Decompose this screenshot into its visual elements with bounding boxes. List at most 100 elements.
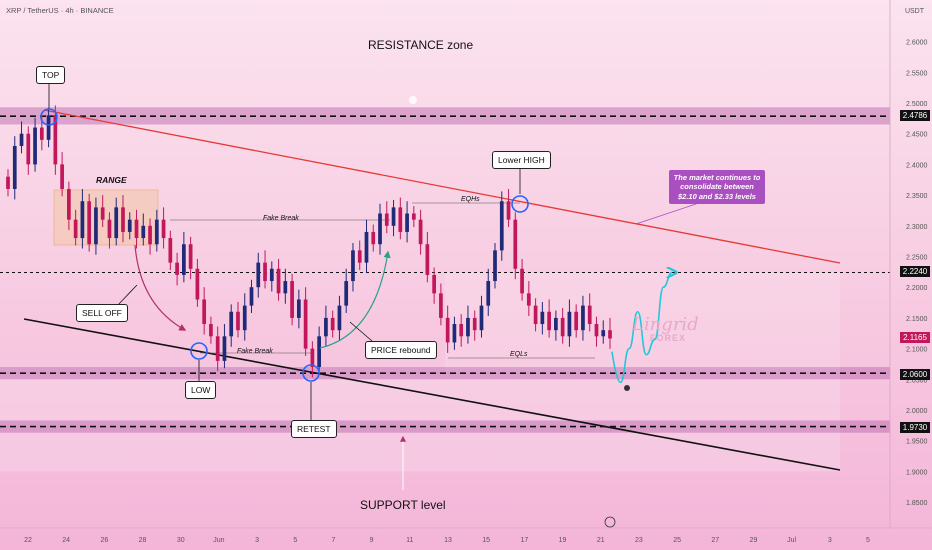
eye-marker — [624, 385, 630, 391]
lower-trendline — [23, 318, 841, 471]
candle-body — [283, 281, 288, 294]
y-tick-label: 2.5000 — [906, 101, 928, 108]
candle-body — [452, 324, 457, 343]
y-tick-label: 2.4500 — [906, 132, 928, 139]
candle-body — [263, 262, 267, 282]
candle-body — [121, 207, 125, 232]
candle-body — [486, 281, 491, 306]
candle-body — [148, 225, 152, 245]
candle-body — [87, 201, 92, 245]
candle-body — [391, 207, 396, 226]
y-tick-label: 2.2000 — [906, 285, 928, 292]
candle-body — [344, 281, 349, 306]
x-tick-label: 28 — [139, 537, 147, 544]
y-tick-label: 2.0000 — [906, 408, 928, 415]
x-tick-label: 26 — [100, 537, 108, 544]
brand-watermark: Lingrid FOREX — [632, 316, 699, 343]
candle-body — [310, 348, 315, 368]
eqls-label: EQLs — [510, 351, 528, 358]
candle-body — [479, 305, 484, 331]
y-tick-label: 2.3500 — [906, 193, 928, 200]
x-tick-label: 15 — [482, 537, 490, 544]
candle-body — [6, 176, 10, 189]
candle-body — [215, 336, 220, 361]
range-label: RANGE — [96, 175, 127, 185]
resistance-zone-label: RESISTANCE zone — [368, 38, 474, 52]
candle-body — [499, 201, 504, 251]
consolidation-info-box: The market continues to consolidate betw… — [669, 170, 765, 205]
candle-body — [296, 299, 301, 318]
resistance-marker — [409, 96, 417, 104]
candle-body — [547, 311, 551, 331]
candle-body — [154, 219, 159, 245]
candle-body — [540, 311, 545, 325]
candle-body — [513, 219, 518, 269]
x-tick-label: Jun — [213, 537, 224, 544]
candle-body — [317, 336, 322, 368]
x-tick-label: 17 — [520, 537, 528, 544]
low-callout: LOW — [185, 381, 217, 399]
candle-body — [168, 238, 173, 263]
candle-body — [107, 219, 112, 239]
candle-body — [567, 311, 572, 337]
candle-body — [303, 299, 308, 349]
candle-body — [364, 231, 369, 263]
candle-body — [195, 268, 200, 300]
fake-break-label-2: Fake Break — [237, 348, 273, 355]
eqhs-label: EQHs — [461, 196, 480, 203]
candle-body — [182, 244, 186, 275]
candle-body — [411, 213, 416, 220]
price-tag-20600: 2.0600 — [900, 369, 930, 380]
watermark-sub: FOREX — [650, 333, 687, 343]
candle-body — [19, 133, 24, 146]
candle-body — [39, 127, 44, 140]
candle-body — [330, 317, 335, 331]
candle-body — [80, 201, 85, 239]
upper-trendline — [43, 109, 841, 264]
price-tag-22240: 2.2240 — [900, 266, 930, 277]
candle-body — [432, 274, 436, 294]
candle-body — [520, 268, 524, 294]
rebound-arrow — [319, 250, 391, 349]
candle-body — [46, 115, 51, 140]
top-callout: TOP — [36, 66, 66, 84]
candle-body — [594, 324, 599, 337]
candle-body — [581, 305, 585, 331]
fake-break-label-1: Fake Break — [263, 215, 299, 222]
consolidation-box — [445, 272, 840, 374]
x-tick-label: 21 — [597, 537, 605, 544]
x-tick-label: 24 — [62, 537, 70, 544]
x-tick-label: 9 — [370, 537, 374, 544]
y-tick-label: 2.1000 — [906, 347, 928, 354]
candle-body — [337, 305, 342, 331]
candle-body — [493, 250, 497, 282]
x-tick-label: Jul — [787, 537, 796, 544]
x-tick-label: 29 — [750, 537, 758, 544]
candle-body — [587, 305, 592, 325]
price-tag-24786: 2.4786 — [900, 110, 930, 121]
watermark-name: Lingrid — [632, 314, 699, 335]
candle-body — [33, 127, 37, 165]
x-tick-label: 27 — [711, 537, 719, 544]
x-tick-label: 5 — [866, 537, 870, 544]
candle-body — [67, 188, 71, 220]
candle-body — [161, 219, 166, 239]
lower-high-callout: Lower HIGH — [492, 151, 551, 169]
candle-body — [236, 311, 240, 331]
candle-body — [378, 213, 382, 245]
candle-body — [127, 219, 132, 232]
x-tick-label: 30 — [177, 537, 185, 544]
price-tag-19730: 1.9730 — [900, 422, 930, 433]
candle-body — [371, 231, 376, 245]
y-tick-label: 2.2500 — [906, 255, 928, 262]
low-circle — [190, 342, 208, 360]
candle-body — [398, 207, 403, 232]
candle-body — [242, 305, 247, 331]
price-tag-current: 2.1165 — [900, 332, 930, 343]
sell-off-arrow — [134, 244, 187, 331]
x-tick-label: 19 — [559, 537, 567, 544]
x-tick-label: 3 — [255, 537, 259, 544]
rebound-leader — [349, 321, 373, 342]
